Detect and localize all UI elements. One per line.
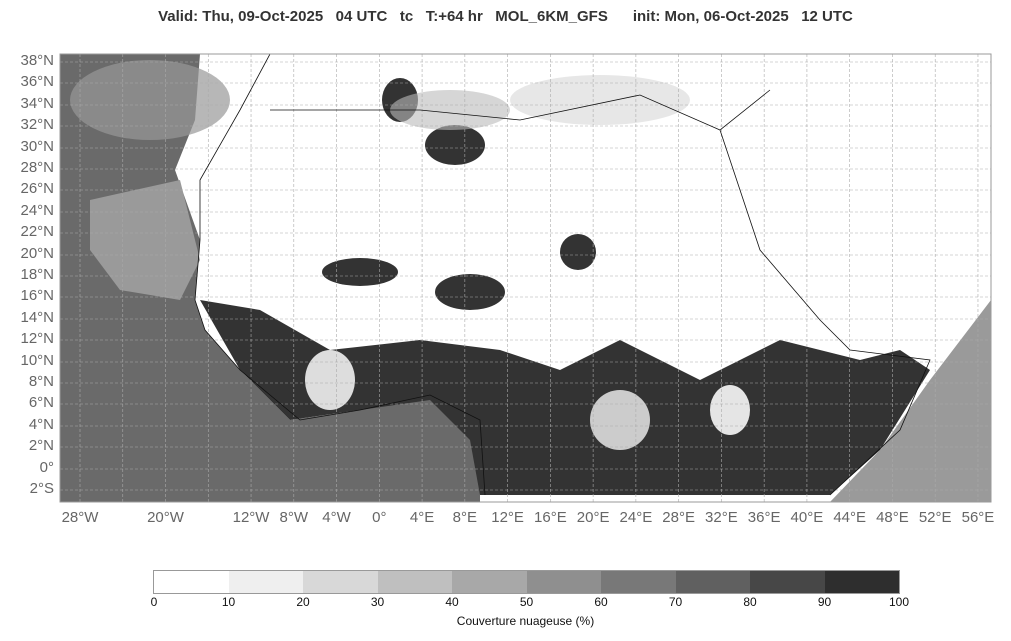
lon-label: 28°E xyxy=(662,509,695,526)
colorbar-tick: 30 xyxy=(370,595,385,609)
lon-label: 56°E xyxy=(961,509,995,526)
lon-label: 4°W xyxy=(322,509,351,526)
lat-label: 34°N xyxy=(20,94,54,112)
colorbar-tick: 60 xyxy=(594,595,608,609)
lat-label: 30°N xyxy=(20,137,54,155)
lon-label: 32°E xyxy=(705,509,738,526)
lon-label: 8°E xyxy=(452,509,478,526)
lat-label: 10°N xyxy=(20,351,54,369)
colorbar-segment xyxy=(303,571,378,593)
lat-label: 4°N xyxy=(28,415,54,433)
lat-label: 2°N xyxy=(28,437,54,455)
lat-label: 0° xyxy=(39,458,54,476)
lat-label: 28°N xyxy=(20,159,54,176)
lon-label: 48°E xyxy=(876,509,909,526)
colorbar-segment xyxy=(526,571,601,593)
colorbar-segment xyxy=(452,571,527,593)
colorbar-tick: 10 xyxy=(221,595,236,609)
lat-label: 8°N xyxy=(28,373,54,390)
lon-label: 16°E xyxy=(534,509,567,526)
sahel-cloud-band xyxy=(200,300,930,495)
coastline xyxy=(194,54,931,496)
lon-label: 40°E xyxy=(790,509,824,526)
lat-label: 22°N xyxy=(20,223,54,241)
colorbar-segment xyxy=(154,571,229,593)
lon-label: 36°E xyxy=(747,509,781,526)
colorbar-tick: 20 xyxy=(296,595,310,609)
graticule xyxy=(60,61,991,491)
colorbar-tick: 100 xyxy=(888,595,910,609)
colorbar-segment xyxy=(601,571,676,593)
lat-label: 36°N xyxy=(20,73,54,91)
lon-label: 28°W xyxy=(61,509,99,526)
lat-label: 32°N xyxy=(20,116,54,134)
colorbar-segment xyxy=(824,571,899,593)
atlantic-clear-patch xyxy=(90,180,200,300)
lon-label: 12°W xyxy=(232,509,270,526)
colorbar-segment xyxy=(377,571,452,593)
map-frame xyxy=(59,53,992,503)
colorbar-tick: 50 xyxy=(519,595,534,609)
colorbar-tick: 40 xyxy=(445,595,459,609)
lon-label: 12°E xyxy=(491,509,524,526)
lat-label: 16°N xyxy=(20,287,54,305)
colorbar xyxy=(153,570,900,594)
lat-label: 18°N xyxy=(20,266,54,283)
colorbar-segment xyxy=(750,571,825,593)
lon-label: 4°E xyxy=(409,509,435,526)
lat-label: 2°S xyxy=(29,480,54,497)
atlantic-cloud xyxy=(60,54,480,502)
lat-label: 24°N xyxy=(20,201,54,219)
lat-label: 38°N xyxy=(20,52,54,69)
colorbar-tick: 70 xyxy=(668,595,683,609)
lon-label: 52°E xyxy=(918,509,952,526)
colorbar-label: Couverture nuageuse (%) xyxy=(456,614,595,628)
lat-label: 20°N xyxy=(20,244,54,262)
lon-label: 24°E xyxy=(619,509,653,526)
lon-label: 44°E xyxy=(833,509,867,526)
colorbar-tick: 90 xyxy=(817,595,832,609)
lon-label: 8°W xyxy=(279,509,309,526)
colorbar-segment xyxy=(228,571,303,593)
lon-label: 0° xyxy=(372,509,387,526)
lon-label: 20°W xyxy=(147,509,184,526)
colorbar-tick: 80 xyxy=(743,595,757,609)
colorbar-segment xyxy=(675,571,750,593)
lat-label: 14°N xyxy=(20,308,54,326)
map-title: Valid: Thu, 09-Oct-2025 04 UTC tc T:+64 … xyxy=(158,8,853,25)
lon-label: 20°E xyxy=(576,509,610,526)
indian-ocean-cloud xyxy=(830,300,991,502)
lat-label: 6°N xyxy=(28,394,54,412)
lat-label: 12°N xyxy=(20,330,54,348)
lat-label: 26°N xyxy=(20,180,54,198)
colorbar-tick: 0 xyxy=(150,595,158,609)
